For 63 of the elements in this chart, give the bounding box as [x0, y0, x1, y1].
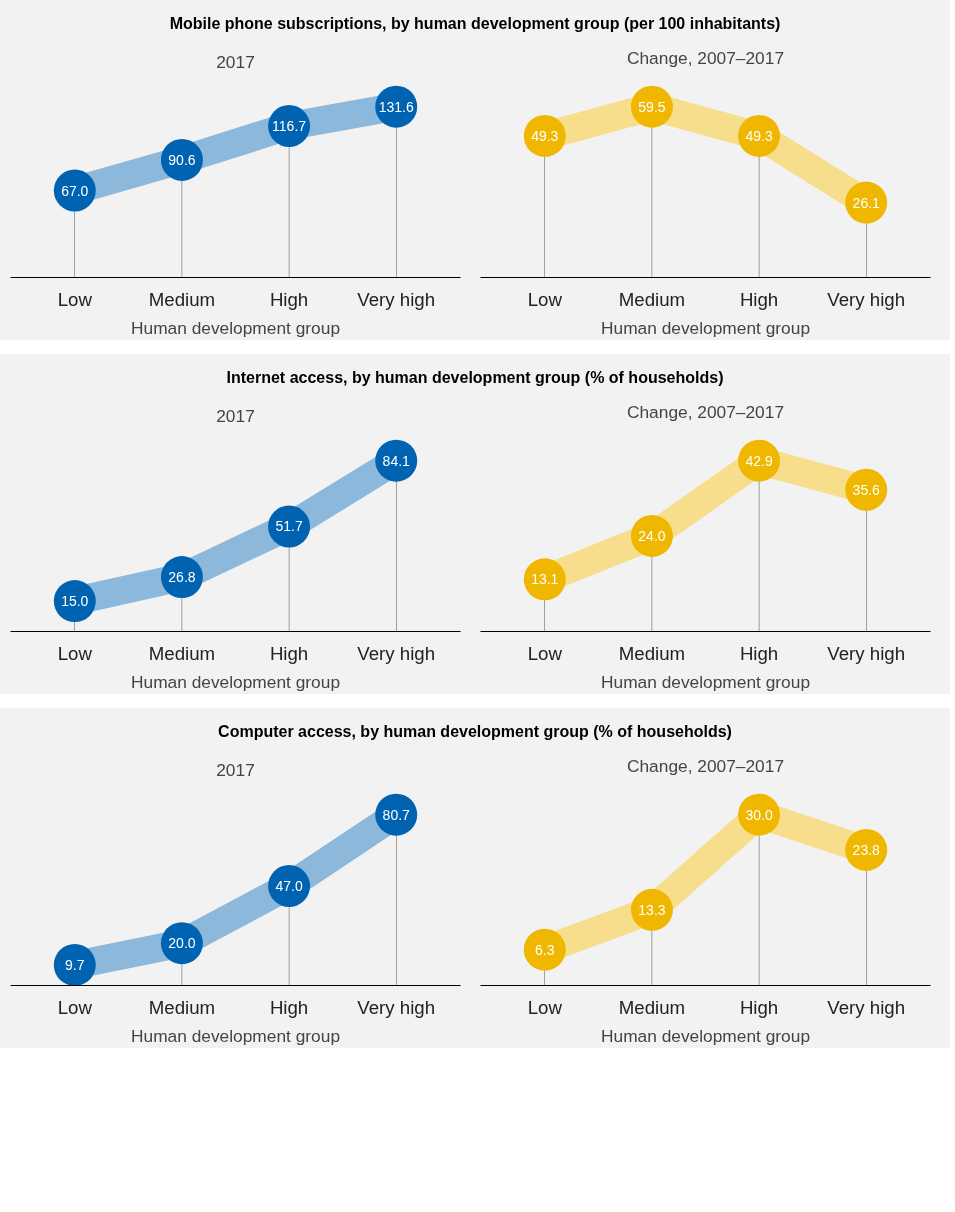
chart-title: Mobile phone subscriptions, by human development group (per 100 inhabitants) — [169, 14, 781, 34]
x-tick-label: High — [739, 642, 779, 664]
data-label: 9.7 — [65, 956, 85, 973]
data-label: 67.0 — [61, 182, 89, 199]
x-tick-label: High — [739, 288, 779, 310]
x-tick-label: High — [739, 996, 779, 1018]
chart-title: Internet access, by human development group (% of households) — [226, 368, 724, 388]
data-label: 84.1 — [382, 452, 411, 469]
chart-title: Computer access, by human development group (% of households) — [218, 722, 732, 742]
x-axis-title: Human development group — [600, 317, 811, 338]
data-label: 24.0 — [638, 527, 666, 544]
chart-subtitle: Change, 2007–2017 — [626, 401, 785, 422]
x-tick-label: Low — [527, 642, 563, 664]
data-label: 49.3 — [531, 127, 559, 144]
x-tick-label: High — [269, 288, 309, 310]
x-axis-title: Human development group — [130, 1025, 341, 1046]
x-tick-label: Very high — [827, 288, 906, 310]
x-tick-label: Very high — [827, 996, 906, 1018]
x-tick-label: Low — [527, 288, 563, 310]
chart-subtitle: Change, 2007–2017 — [626, 755, 785, 776]
data-label: 26.1 — [852, 194, 881, 211]
chart-subtitle: 2017 — [216, 405, 255, 426]
x-tick-label: Medium — [148, 996, 216, 1018]
data-label: 47.0 — [275, 878, 303, 895]
data-label: 15.0 — [61, 593, 89, 610]
data-label: 13.1 — [531, 571, 559, 588]
data-label: 26.8 — [168, 569, 196, 586]
x-tick-label: Medium — [618, 288, 686, 310]
x-tick-label: Very high — [357, 642, 436, 664]
data-label: 116.7 — [272, 118, 307, 135]
x-tick-label: High — [269, 996, 309, 1018]
x-tick-label: Low — [57, 996, 93, 1018]
data-label: 49.3 — [745, 127, 773, 144]
data-label: 51.7 — [275, 518, 303, 535]
data-label: 23.8 — [852, 841, 881, 858]
data-label: 90.6 — [168, 151, 196, 168]
x-axis-title: Human development group — [600, 671, 811, 692]
chart-subtitle: 2017 — [216, 759, 255, 780]
x-tick-label: Medium — [148, 642, 216, 664]
x-tick-label: Medium — [618, 642, 686, 664]
x-tick-label: Very high — [357, 996, 436, 1018]
data-label: 35.6 — [852, 481, 881, 498]
data-label: 13.3 — [638, 901, 666, 918]
data-label: 59.5 — [638, 98, 666, 115]
x-tick-label: Low — [57, 288, 93, 310]
x-axis-title: Human development group — [130, 671, 341, 692]
x-tick-label: Very high — [827, 642, 906, 664]
chart-subtitle: 2017 — [216, 51, 255, 72]
x-tick-label: Very high — [357, 288, 436, 310]
data-label: 30.0 — [745, 806, 773, 823]
data-label: 80.7 — [382, 806, 411, 823]
data-label: 131.6 — [378, 98, 414, 115]
x-axis-title: Human development group — [600, 1025, 811, 1046]
x-tick-label: Low — [57, 642, 93, 664]
x-tick-label: Medium — [618, 996, 686, 1018]
x-axis-title: Human development group — [130, 317, 341, 338]
data-label: 20.0 — [168, 935, 196, 952]
x-tick-label: Low — [527, 996, 563, 1018]
data-label: 6.3 — [535, 941, 555, 958]
data-label: 42.9 — [745, 452, 773, 469]
x-tick-label: Medium — [148, 288, 216, 310]
chart-subtitle: Change, 2007–2017 — [626, 47, 785, 68]
x-tick-label: High — [269, 642, 309, 664]
